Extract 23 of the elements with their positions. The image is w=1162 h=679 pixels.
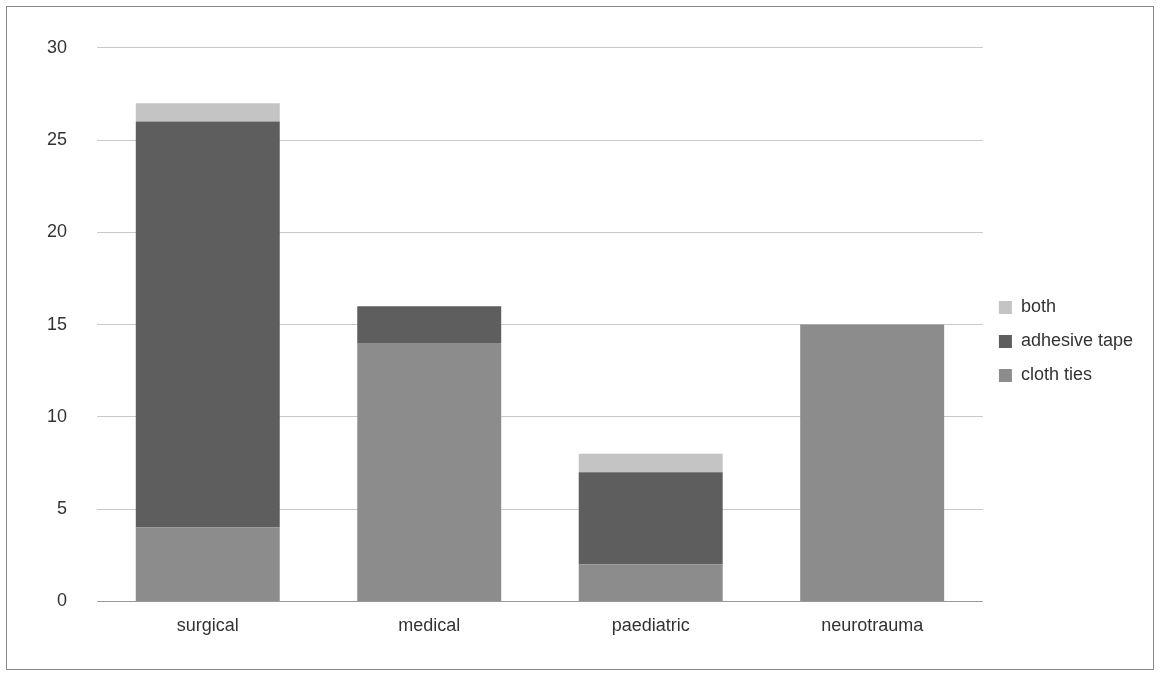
- bar: [800, 324, 945, 601]
- x-tick-label: neurotrauma: [821, 615, 925, 636]
- bar: [135, 103, 280, 122]
- bar: [578, 472, 723, 565]
- legend-label: adhesive tape: [1020, 330, 1134, 351]
- x-tick-label: surgical: [176, 615, 239, 636]
- bar: [135, 121, 280, 528]
- bar: [578, 564, 723, 601]
- legend-label: cloth ties: [1020, 364, 1092, 385]
- x-tick-label: medical: [398, 615, 461, 636]
- y-tick-label: 5: [57, 498, 68, 519]
- bar: [357, 306, 502, 344]
- legend-label: both: [1020, 296, 1056, 317]
- bar: [357, 343, 502, 601]
- y-tick-label: 0: [57, 590, 68, 611]
- y-tick-label: 20: [46, 221, 68, 242]
- bar: [578, 453, 723, 473]
- bar: [135, 527, 280, 601]
- y-tick-label: 15: [46, 313, 68, 334]
- y-tick-label: 30: [46, 36, 68, 57]
- y-tick-label: 10: [46, 405, 68, 426]
- x-tick-label: paediatric: [611, 615, 690, 636]
- y-tick-label: 25: [46, 129, 68, 150]
